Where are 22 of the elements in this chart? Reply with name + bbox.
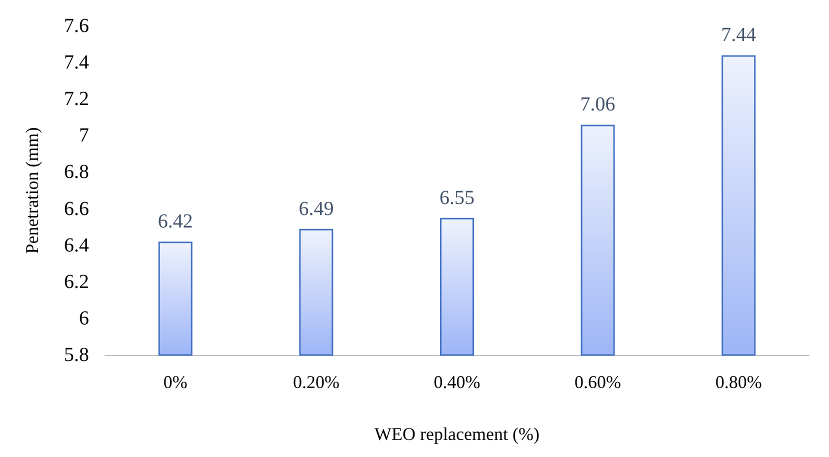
y-tick-label: 6.8 bbox=[64, 161, 89, 184]
data-label: 6.49 bbox=[298, 198, 334, 220]
data-label: 6.42 bbox=[158, 210, 193, 233]
data-label: 7.06 bbox=[580, 94, 616, 116]
y-tick-label: 6.4 bbox=[64, 234, 89, 256]
y-tick-label: 7.4 bbox=[64, 52, 89, 74]
data-label: 6.55 bbox=[440, 186, 474, 209]
y-tick-label: 7 bbox=[79, 124, 89, 147]
y-tick-label: 7.6 bbox=[64, 15, 89, 37]
x-tick-label: 0.40% bbox=[434, 372, 480, 392]
y-tick-label: 6.6 bbox=[64, 198, 89, 220]
y-tick-label: 6 bbox=[79, 307, 89, 330]
x-tick-label: 0.20% bbox=[292, 372, 340, 392]
x-tick-label: 0% bbox=[163, 372, 188, 392]
y-tick-label: 5.8 bbox=[64, 344, 89, 366]
x-axis-title: WEO replacement (%) bbox=[374, 424, 540, 444]
y-axis-title: Penetration (mm) bbox=[22, 127, 42, 254]
y-tick-label: 6.2 bbox=[64, 270, 89, 293]
y-tick-label: 7.2 bbox=[64, 88, 89, 110]
x-tick-label: 0.60% bbox=[574, 372, 622, 392]
data-label: 7.44 bbox=[721, 24, 756, 46]
x-tick-label: 0.80% bbox=[715, 372, 762, 392]
